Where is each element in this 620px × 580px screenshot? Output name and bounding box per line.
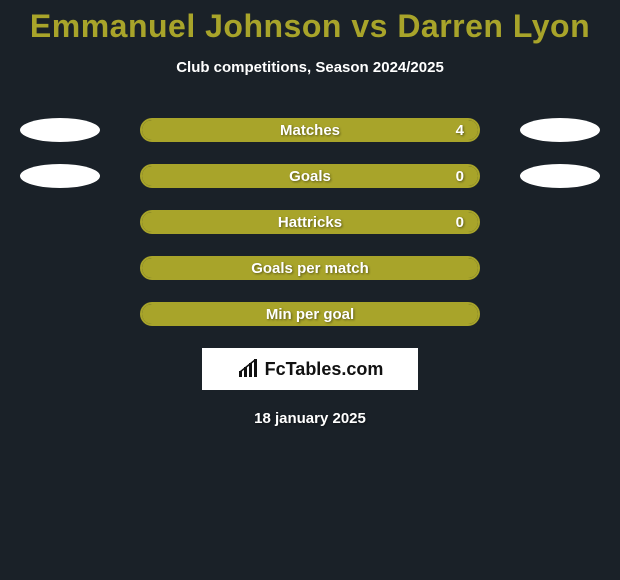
stat-bar: Goals per match [140, 256, 480, 280]
stats-container: Matches 4 Goals 0 Hattricks 0 Goals per match M… [0, 118, 620, 326]
stat-label: Hattricks [278, 214, 342, 231]
chart-icon [237, 359, 261, 379]
stat-row: Hattricks 0 [0, 210, 620, 234]
brand-text: FcTables.com [265, 359, 384, 380]
left-ellipse [20, 118, 100, 142]
stat-bar: Min per goal [140, 302, 480, 326]
right-ellipse [520, 118, 600, 142]
stat-row: Min per goal [0, 302, 620, 326]
stat-label: Goals per match [251, 260, 369, 277]
stat-label: Min per goal [266, 306, 354, 323]
stat-bar: Goals 0 [140, 164, 480, 188]
subtitle: Club competitions, Season 2024/2025 [0, 59, 620, 76]
stat-value: 4 [456, 122, 464, 139]
stat-row: Goals 0 [0, 164, 620, 188]
brand-box: FcTables.com [202, 348, 418, 390]
stat-value: 0 [456, 214, 464, 231]
stat-row: Matches 4 [0, 118, 620, 142]
stat-row: Goals per match [0, 256, 620, 280]
stat-bar: Hattricks 0 [140, 210, 480, 234]
stat-bar: Matches 4 [140, 118, 480, 142]
stat-value: 0 [456, 168, 464, 185]
right-ellipse [520, 164, 600, 188]
stat-label: Goals [289, 168, 331, 185]
stat-label: Matches [280, 122, 340, 139]
footer-date: 18 january 2025 [0, 410, 620, 427]
page-title: Emmanuel Johnson vs Darren Lyon [0, 0, 620, 45]
left-ellipse [20, 164, 100, 188]
